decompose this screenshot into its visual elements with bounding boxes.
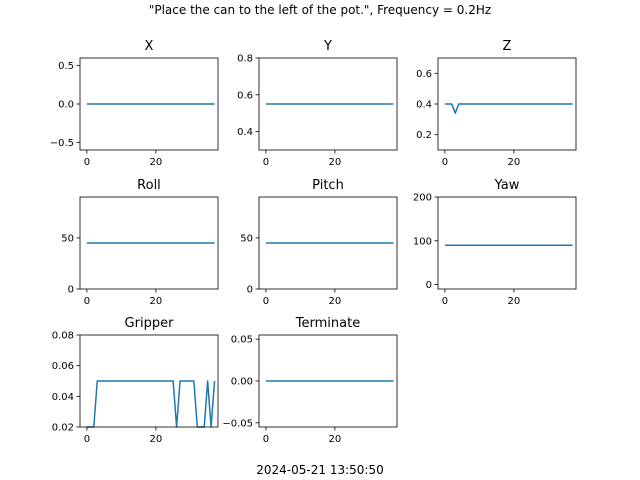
x-tick-label: 20	[150, 157, 163, 168]
series-line	[444, 103, 573, 114]
subplot-title: Gripper	[125, 316, 175, 331]
x-tick-label: 20	[329, 296, 342, 307]
y-tick-label: 0.05	[231, 335, 253, 346]
subplot-title: X	[145, 39, 154, 54]
y-tick-label: 0	[247, 285, 253, 296]
y-tick-label: 0.5	[58, 61, 74, 72]
x-tick-label: 20	[329, 434, 342, 445]
y-tick-label: 0.02	[52, 423, 74, 434]
y-tick-label: 0.08	[52, 331, 74, 342]
x-tick-label: 0	[84, 296, 90, 307]
y-tick-label: 0.6	[416, 69, 432, 80]
subplot-title: Pitch	[312, 178, 344, 193]
x-tick-label: 20	[508, 296, 521, 307]
series-line	[86, 380, 216, 428]
y-tick-label: 100	[413, 236, 432, 247]
y-tick-label: 0.04	[52, 392, 74, 403]
y-tick-label: 0.06	[52, 361, 74, 372]
y-tick-label: 0.4	[416, 100, 432, 111]
y-tick-label: 0	[68, 285, 74, 296]
x-tick-label: 0	[263, 434, 269, 445]
x-tick-label: 20	[150, 296, 163, 307]
axes-frame	[79, 334, 219, 428]
subplot-roll: Roll 0 20 0 50	[61, 178, 219, 307]
y-tick-label: 0.8	[237, 54, 253, 65]
x-tick-label: 0	[84, 157, 90, 168]
subplot-z: Z 0 20 0.2 0.4 0.6	[416, 39, 577, 168]
subplot-x: X 0 20 −0.5 0.0 0.5	[50, 39, 219, 168]
subplot-title: Z	[503, 39, 512, 54]
y-tick-label: 50	[240, 233, 253, 244]
y-tick-label: −0.5	[50, 138, 74, 149]
y-tick-label: 0.4	[237, 127, 253, 138]
figure-footer-timestamp: 2024-05-21 13:50:50	[256, 463, 383, 477]
y-tick-label: 0.0	[58, 100, 74, 111]
x-tick-label: 0	[263, 157, 269, 168]
y-tick-label: 0.6	[237, 90, 253, 101]
y-tick-label: 0.00	[231, 377, 253, 388]
subplot-terminate: Terminate 0 20 −0.05 0.00 0.05	[222, 316, 398, 445]
x-tick-label: 0	[442, 296, 448, 307]
x-tick-label: 0	[442, 157, 448, 168]
subplot-y: Y 0 20 0.4 0.6 0.8	[237, 39, 398, 168]
axes-frame	[79, 196, 219, 290]
axes-frame	[258, 57, 398, 151]
x-tick-label: 0	[263, 296, 269, 307]
y-tick-label: 200	[413, 193, 432, 204]
y-tick-label: 50	[61, 233, 74, 244]
figure-suptitle: "Place the can to the left of the pot.",…	[149, 3, 491, 17]
y-tick-label: 0	[426, 280, 432, 291]
subplot-pitch: Pitch 0 20 0 50	[240, 178, 398, 307]
subplot-title: Terminate	[295, 316, 360, 331]
subplot-title: Y	[323, 39, 332, 54]
axes-frame	[437, 196, 577, 290]
subplot-title: Yaw	[494, 178, 520, 193]
x-tick-label: 20	[508, 157, 521, 168]
y-tick-label: 0.2	[416, 130, 432, 141]
x-tick-label: 20	[150, 434, 163, 445]
subplot-grid: X 0 20 −0.5 0.0 0.5 Y 0 20 0.4 0.6 0.8 Z 0 20 0.2 0.4 0.6…	[50, 39, 577, 445]
subplot-gripper: Gripper 0 20 0.02 0.04 0.06 0.08	[52, 316, 219, 445]
x-tick-label: 0	[84, 434, 90, 445]
x-tick-label: 20	[329, 157, 342, 168]
axes-frame	[258, 196, 398, 290]
y-tick-label: −0.05	[222, 418, 253, 429]
subplot-title: Roll	[137, 178, 161, 193]
